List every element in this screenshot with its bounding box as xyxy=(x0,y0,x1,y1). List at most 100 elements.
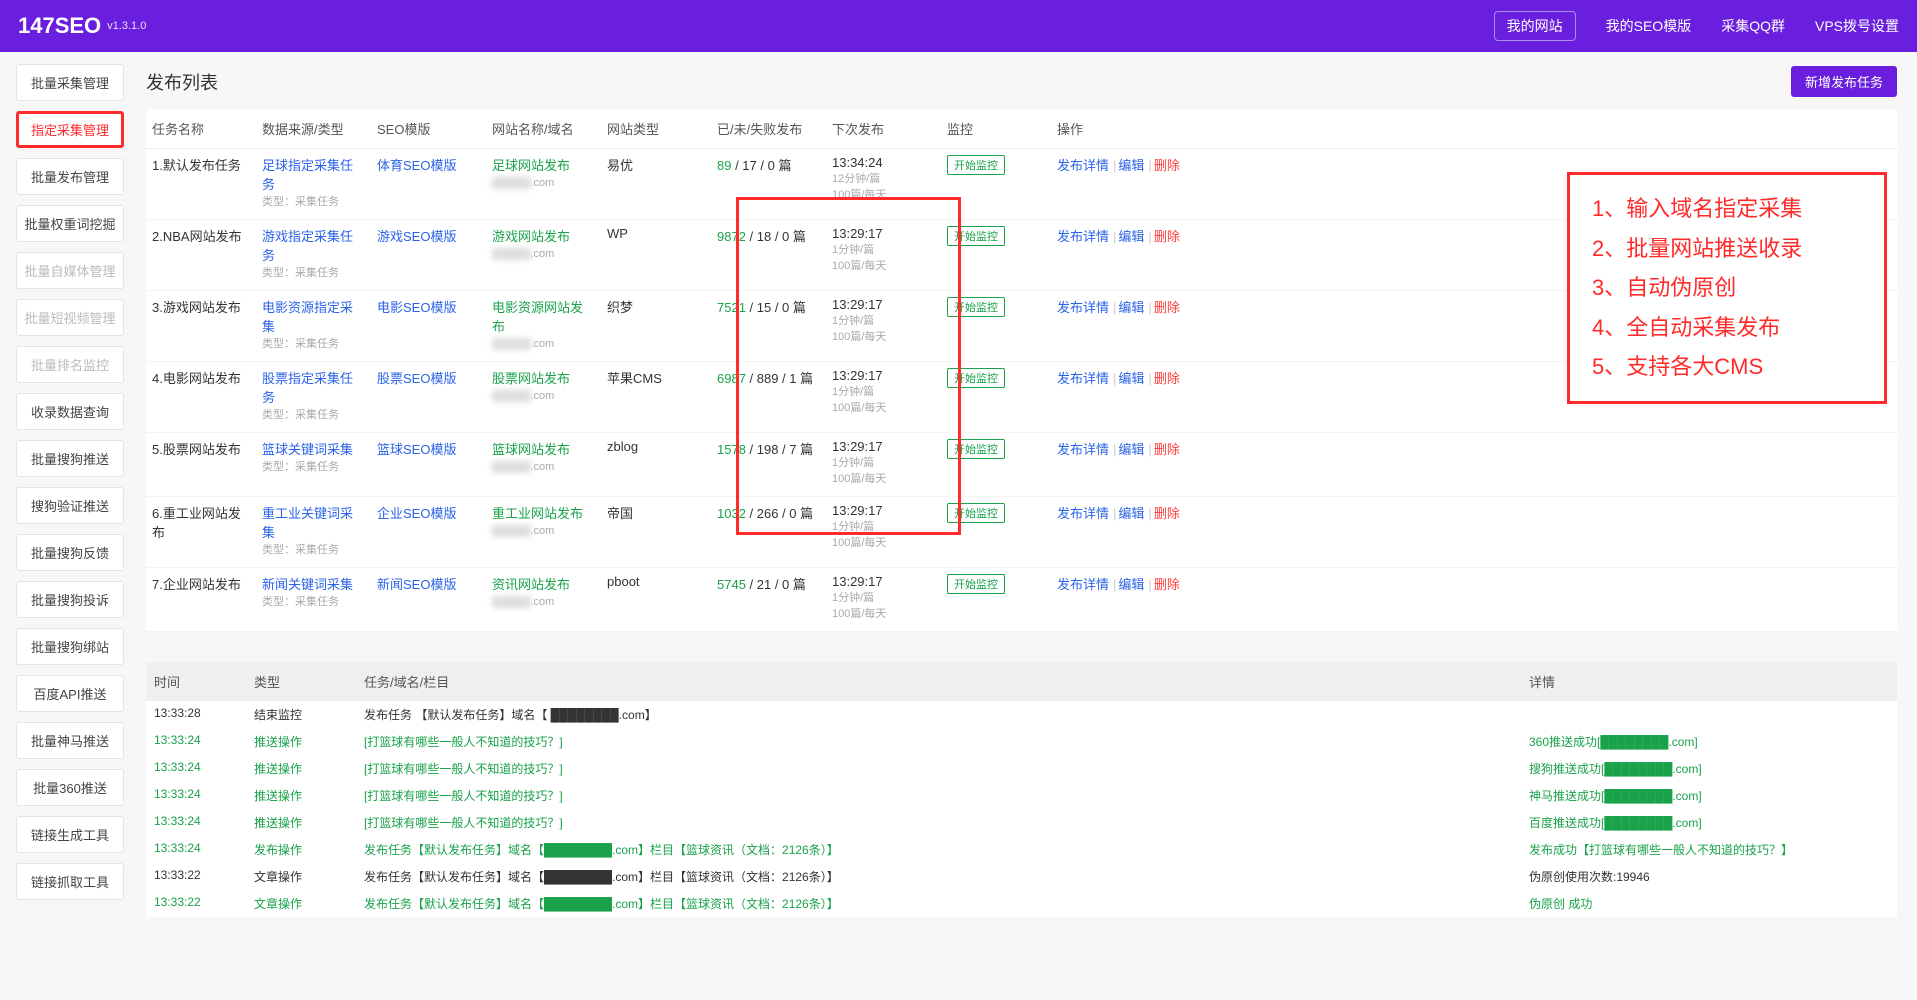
source-link[interactable]: 足球指定采集任务 xyxy=(262,158,353,192)
monitor-button[interactable]: 开始监控 xyxy=(947,226,1005,246)
sidebar-item-15[interactable]: 批量360推送 xyxy=(16,769,124,806)
nav-vps[interactable]: VPS拨号设置 xyxy=(1815,16,1899,36)
site-link[interactable]: 重工业网站发布 xyxy=(492,506,583,521)
sidebar-item-9[interactable]: 搜狗验证推送 xyxy=(16,487,124,524)
template-link[interactable]: 新闻SEO模版 xyxy=(377,577,456,592)
op-detail[interactable]: 发布详情 xyxy=(1057,229,1109,244)
cell-site: 股票网站发布xxxxxxx.com xyxy=(486,362,601,433)
op-edit[interactable]: 编辑 xyxy=(1118,442,1144,457)
op-edit[interactable]: 编辑 xyxy=(1118,577,1144,592)
cell-template: 电影SEO模版 xyxy=(371,291,486,362)
site-link[interactable]: 股票网站发布 xyxy=(492,371,570,386)
site-link[interactable]: 游戏网站发布 xyxy=(492,229,570,244)
op-detail[interactable]: 发布详情 xyxy=(1057,442,1109,457)
op-detail[interactable]: 发布详情 xyxy=(1057,506,1109,521)
cell-monitor: 开始监控 xyxy=(941,433,1051,497)
sidebar-item-8[interactable]: 批量搜狗推送 xyxy=(16,440,124,477)
cell-ops: 发布详情|编辑|删除 xyxy=(1051,433,1897,497)
log-task: [打篮球有哪些一般人不知道的技巧？] xyxy=(364,733,1529,750)
log-detail: 搜狗推送成功[████████.com] xyxy=(1529,760,1889,777)
op-edit[interactable]: 编辑 xyxy=(1118,300,1144,315)
source-link[interactable]: 电影资源指定采集 xyxy=(262,300,353,334)
cell-source: 电影资源指定采集类型：采集任务 xyxy=(256,291,371,362)
site-link[interactable]: 资讯网站发布 xyxy=(492,577,570,592)
sidebar-item-17[interactable]: 链接抓取工具 xyxy=(16,863,124,900)
source-link[interactable]: 股票指定采集任务 xyxy=(262,371,353,405)
op-detail[interactable]: 发布详情 xyxy=(1057,371,1109,386)
monitor-button[interactable]: 开始监控 xyxy=(947,574,1005,594)
cell-site: 游戏网站发布xxxxxxx.com xyxy=(486,220,601,291)
op-edit[interactable]: 编辑 xyxy=(1118,371,1144,386)
cell-task: 2.NBA网站发布 xyxy=(146,220,256,291)
sidebar-item-14[interactable]: 批量神马推送 xyxy=(16,722,124,759)
template-link[interactable]: 电影SEO模版 xyxy=(377,300,456,315)
col-site: 网站名称/域名 xyxy=(486,109,601,149)
cell-task: 7.企业网站发布 xyxy=(146,568,256,632)
cell-counts: 1032 / 266 / 0 篇 xyxy=(711,497,826,568)
log-time: 13:33:24 xyxy=(154,841,254,858)
version: v1.3.1.0 xyxy=(107,20,146,32)
monitor-button[interactable]: 开始监控 xyxy=(947,155,1005,175)
op-delete[interactable]: 删除 xyxy=(1154,506,1180,521)
cell-monitor: 开始监控 xyxy=(941,149,1051,220)
nav-qq-group[interactable]: 采集QQ群 xyxy=(1721,16,1785,36)
source-link[interactable]: 篮球关键词采集 xyxy=(262,442,353,457)
op-detail[interactable]: 发布详情 xyxy=(1057,158,1109,173)
site-link[interactable]: 电影资源网站发布 xyxy=(492,300,583,334)
sidebar-item-7[interactable]: 收录数据查询 xyxy=(16,393,124,430)
sidebar-item-1[interactable]: 指定采集管理 xyxy=(16,111,124,148)
log-detail: 发布成功【打篮球有哪些一般人不知道的技巧？】 xyxy=(1529,841,1889,858)
sidebar-item-12[interactable]: 批量搜狗绑站 xyxy=(16,628,124,665)
log-time: 13:33:24 xyxy=(154,733,254,750)
op-delete[interactable]: 删除 xyxy=(1154,371,1180,386)
source-link[interactable]: 新闻关键词采集 xyxy=(262,577,353,592)
annotation-line: 3、自动伪原创 xyxy=(1592,268,1862,308)
op-delete[interactable]: 删除 xyxy=(1154,229,1180,244)
cell-template: 篮球SEO模版 xyxy=(371,433,486,497)
cell-monitor: 开始监控 xyxy=(941,220,1051,291)
template-link[interactable]: 企业SEO模版 xyxy=(377,506,456,521)
op-detail[interactable]: 发布详情 xyxy=(1057,577,1109,592)
monitor-button[interactable]: 开始监控 xyxy=(947,503,1005,523)
monitor-button[interactable]: 开始监控 xyxy=(947,297,1005,317)
template-link[interactable]: 游戏SEO模版 xyxy=(377,229,456,244)
op-delete[interactable]: 删除 xyxy=(1154,442,1180,457)
site-link[interactable]: 足球网站发布 xyxy=(492,158,570,173)
add-publish-task-button[interactable]: 新增发布任务 xyxy=(1791,66,1897,97)
op-detail[interactable]: 发布详情 xyxy=(1057,300,1109,315)
sidebar-item-0[interactable]: 批量采集管理 xyxy=(16,64,124,101)
op-edit[interactable]: 编辑 xyxy=(1118,229,1144,244)
cell-type: WP xyxy=(601,220,711,291)
op-edit[interactable]: 编辑 xyxy=(1118,506,1144,521)
log-detail: 伪原创使用次数:19946 xyxy=(1529,868,1889,885)
sidebar-item-16[interactable]: 链接生成工具 xyxy=(16,816,124,853)
cell-source: 新闻关键词采集类型：采集任务 xyxy=(256,568,371,632)
nav-my-site[interactable]: 我的网站 xyxy=(1494,11,1576,41)
site-link[interactable]: 篮球网站发布 xyxy=(492,442,570,457)
sidebar-item-2[interactable]: 批量发布管理 xyxy=(16,158,124,195)
template-link[interactable]: 股票SEO模版 xyxy=(377,371,456,386)
source-link[interactable]: 游戏指定采集任务 xyxy=(262,229,353,263)
table-row: 6.重工业网站发布重工业关键词采集类型：采集任务企业SEO模版重工业网站发布xx… xyxy=(146,497,1897,568)
op-delete[interactable]: 删除 xyxy=(1154,158,1180,173)
nav-seo-template[interactable]: 我的SEO模版 xyxy=(1606,16,1692,36)
sidebar-item-10[interactable]: 批量搜狗反馈 xyxy=(16,534,124,571)
op-delete[interactable]: 删除 xyxy=(1154,300,1180,315)
monitor-button[interactable]: 开始监控 xyxy=(947,368,1005,388)
template-link[interactable]: 体育SEO模版 xyxy=(377,158,456,173)
cell-monitor: 开始监控 xyxy=(941,497,1051,568)
monitor-button[interactable]: 开始监控 xyxy=(947,439,1005,459)
sidebar-item-11[interactable]: 批量搜狗投诉 xyxy=(16,581,124,618)
cell-site: 重工业网站发布xxxxxxx.com xyxy=(486,497,601,568)
sidebar-item-13[interactable]: 百度API推送 xyxy=(16,675,124,712)
log-task: 发布任务【默认发布任务】域名【████████.com】栏目【篮球资讯（文档：2… xyxy=(364,868,1529,885)
sidebar-item-3[interactable]: 批量权重词挖掘 xyxy=(16,205,124,242)
log-time: 13:33:22 xyxy=(154,895,254,912)
op-edit[interactable]: 编辑 xyxy=(1118,158,1144,173)
op-delete[interactable]: 删除 xyxy=(1154,577,1180,592)
log-detail xyxy=(1529,706,1889,723)
cell-monitor: 开始监控 xyxy=(941,568,1051,632)
col-publish-count: 已/未/失败发布 xyxy=(711,109,826,149)
source-link[interactable]: 重工业关键词采集 xyxy=(262,506,353,540)
template-link[interactable]: 篮球SEO模版 xyxy=(377,442,456,457)
